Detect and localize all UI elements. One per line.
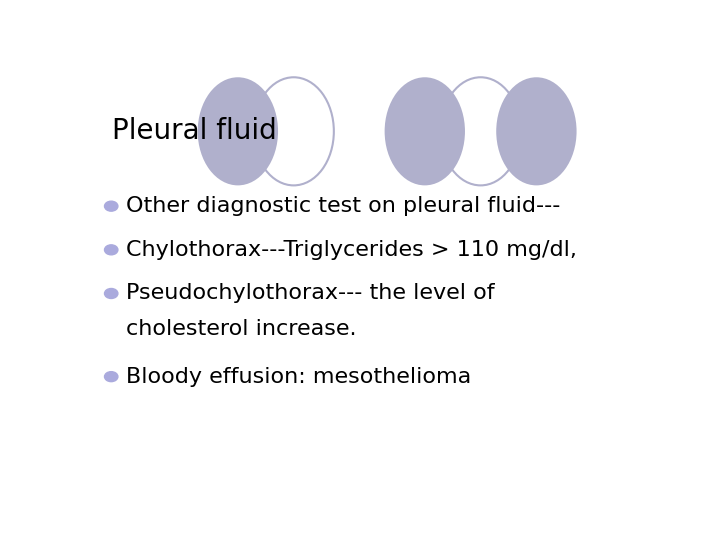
- Text: cholesterol increase.: cholesterol increase.: [126, 319, 357, 339]
- Ellipse shape: [496, 77, 577, 185]
- Circle shape: [104, 372, 118, 382]
- Text: Other diagnostic test on pleural fluid---: Other diagnostic test on pleural fluid--…: [126, 196, 561, 216]
- Text: Chylothorax---Triglycerides > 110 mg/dl,: Chylothorax---Triglycerides > 110 mg/dl,: [126, 240, 577, 260]
- Text: Bloody effusion: mesothelioma: Bloody effusion: mesothelioma: [126, 367, 472, 387]
- Circle shape: [104, 245, 118, 255]
- Circle shape: [104, 288, 118, 299]
- Text: Pleural fluid: Pleural fluid: [112, 117, 277, 145]
- Ellipse shape: [384, 77, 465, 185]
- Circle shape: [104, 201, 118, 211]
- Ellipse shape: [198, 77, 278, 185]
- Text: Pseudochylothorax--- the level of: Pseudochylothorax--- the level of: [126, 284, 495, 303]
